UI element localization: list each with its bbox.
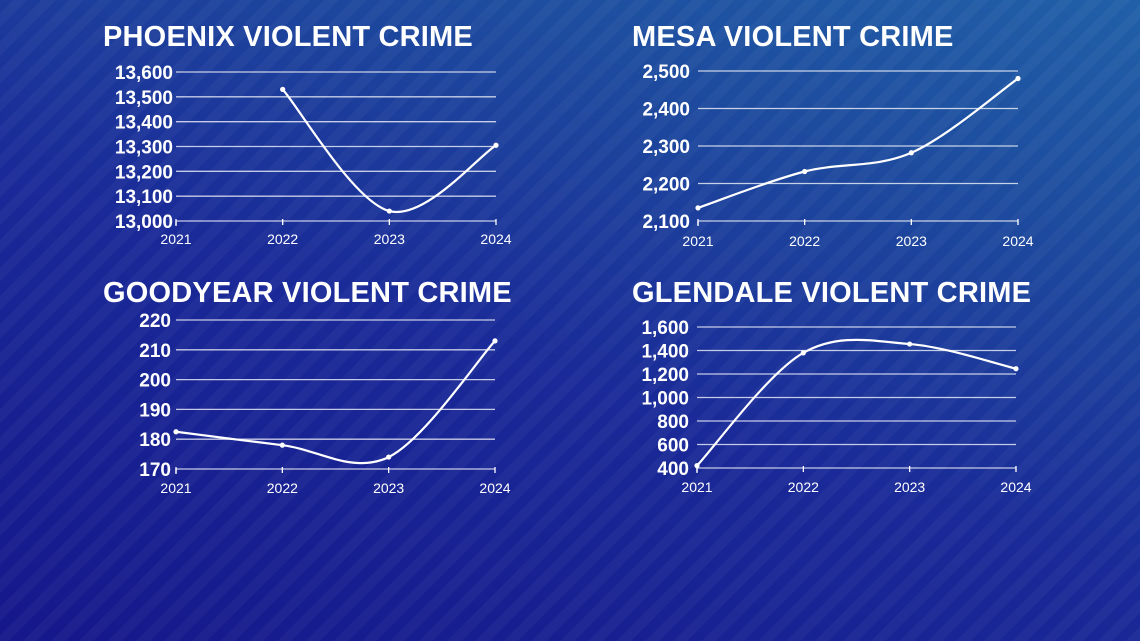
y-tick-label: 180 — [139, 430, 171, 451]
y-tick-label: 190 — [139, 400, 171, 421]
x-tick-label: 2021 — [160, 231, 191, 247]
data-point — [173, 429, 179, 435]
glendale-chart-title: GLENDALE VIOLENT CRIME — [632, 277, 1032, 309]
y-tick-label: 600 — [657, 436, 689, 457]
y-tick-label: 13,400 — [115, 113, 173, 134]
data-point — [1013, 366, 1019, 372]
x-tick-label: 2024 — [479, 480, 510, 496]
y-tick-label: 2,400 — [642, 100, 690, 121]
x-tick-label: 2024 — [480, 231, 511, 247]
data-point — [800, 350, 806, 356]
y-tick-label: 13,200 — [115, 162, 173, 183]
x-tick-label: 2024 — [1002, 233, 1033, 249]
mesa-chart-title: MESA VIOLENT CRIME — [632, 21, 954, 53]
goodyear-chart-title: GOODYEAR VIOLENT CRIME — [103, 277, 512, 309]
x-tick-label: 2022 — [267, 231, 298, 247]
data-point — [493, 142, 499, 148]
y-tick-label: 400 — [657, 459, 689, 480]
phoenix-chart: 13,000 13,100 13,200 13,300 13,400 13,500 13,6… — [115, 63, 512, 247]
phoenix-chart-title: PHOENIX VIOLENT CRIME — [103, 21, 473, 53]
x-tick-label: 2023 — [373, 480, 404, 496]
data-point — [694, 463, 700, 469]
x-tick-label: 2024 — [1000, 479, 1031, 495]
data-point — [279, 442, 285, 448]
data-point — [695, 205, 701, 211]
y-tick-label: 13,100 — [115, 187, 173, 208]
data-point — [280, 86, 286, 92]
y-tick-label: 800 — [657, 412, 689, 433]
data-point — [908, 150, 914, 156]
x-tick-label: 2021 — [682, 233, 713, 249]
x-tick-label: 2023 — [374, 231, 405, 247]
x-tick-label: 2021 — [681, 479, 712, 495]
series-line — [175, 340, 496, 465]
data-point — [907, 341, 913, 347]
x-tick-label: 2022 — [788, 479, 819, 495]
y-tick-label: 13,000 — [115, 212, 173, 233]
data-point — [492, 338, 498, 344]
series-line — [697, 77, 1019, 209]
data-point — [386, 208, 392, 214]
x-tick-label: 2022 — [267, 480, 298, 496]
y-tick-label: 2,200 — [642, 175, 690, 196]
data-point — [802, 168, 808, 175]
y-tick-label: 2,300 — [642, 137, 690, 158]
y-tick-label: 13,300 — [115, 138, 173, 159]
y-tick-label: 200 — [139, 371, 171, 392]
y-tick-label: 1,000 — [641, 389, 689, 410]
y-tick-label: 13,600 — [115, 63, 173, 84]
mesa-chart: 2,100 2,200 2,300 2,400 2,500 2021 2022 2023 202… — [642, 62, 1033, 249]
y-tick-label: 1,400 — [641, 342, 689, 363]
y-tick-label: 170 — [139, 460, 171, 481]
y-tick-label: 210 — [139, 341, 171, 362]
y-tick-label: 1,200 — [641, 365, 689, 386]
goodyear-chart: 170 180 190 200 210 220 2021 2022 2023 2024 — [139, 311, 510, 496]
series-line — [696, 338, 1017, 467]
y-tick-label: 1,600 — [641, 318, 689, 339]
x-tick-label: 2023 — [896, 233, 927, 249]
x-tick-label: 2022 — [789, 233, 820, 249]
x-tick-label: 2023 — [894, 479, 925, 495]
x-tick-label: 2021 — [160, 480, 191, 496]
data-point — [1015, 75, 1021, 82]
y-tick-label: 2,100 — [642, 212, 690, 233]
y-tick-label: 220 — [139, 311, 171, 332]
y-tick-label: 2,500 — [642, 62, 690, 83]
data-point — [386, 454, 392, 460]
series-line — [281, 88, 497, 214]
y-tick-label: 13,500 — [115, 88, 173, 109]
